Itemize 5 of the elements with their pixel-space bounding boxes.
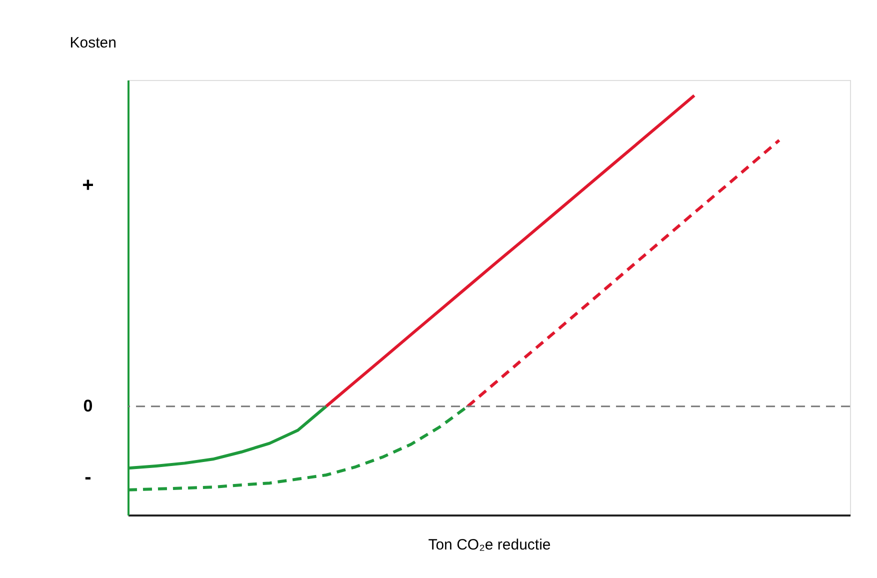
text: +: [82, 174, 94, 197]
ref-line-label: 0: [83, 396, 93, 416]
y-axis-title: Kosten: [70, 34, 116, 52]
text: -: [84, 466, 92, 488]
x-axis-title: Ton CO₂e reductie: [428, 536, 551, 554]
